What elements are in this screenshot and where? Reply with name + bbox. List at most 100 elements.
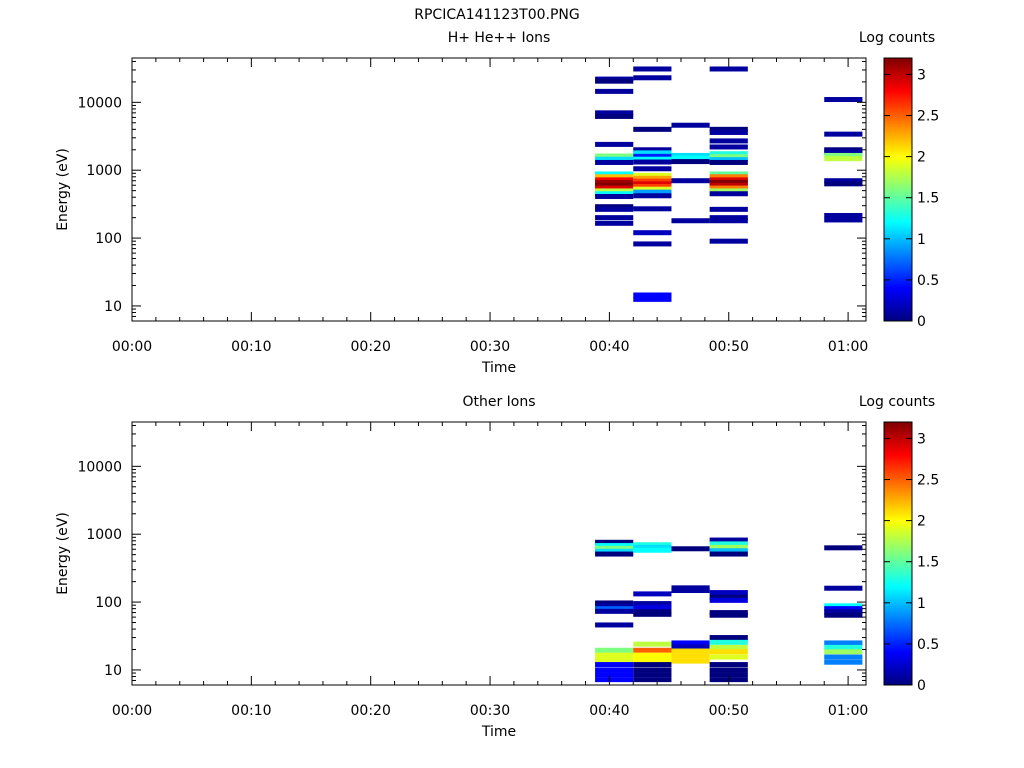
- y-axis-label: Energy (eV): [55, 148, 71, 231]
- heatmap-cell: [633, 292, 672, 298]
- heatmap-cell: [824, 178, 863, 184]
- heatmap-cell: [595, 88, 634, 94]
- heatmap-cell: [824, 131, 863, 137]
- heatmap-cell: [709, 672, 748, 678]
- heatmap-cell: [633, 147, 672, 153]
- heatmap-cell: [709, 182, 748, 188]
- heatmap-cell: [671, 640, 710, 646]
- heatmap-cell: [595, 188, 634, 194]
- x-tick-label: 00:10: [231, 339, 271, 355]
- colorbar-tick-label: 3: [917, 67, 926, 83]
- heatmap-cell: [633, 544, 672, 550]
- colorbar-tick-label: 2: [917, 150, 926, 166]
- heatmap-cell: [824, 659, 863, 665]
- heatmap-cell: [633, 193, 672, 199]
- heatmap-cell: [824, 97, 863, 103]
- heatmap-cell: [633, 166, 672, 172]
- heatmap-cell: [709, 188, 748, 194]
- heatmap-cell: [633, 75, 672, 81]
- heatmap-cell: [671, 546, 710, 552]
- figure-title: RPCICA141123T00.PNG: [414, 7, 579, 23]
- heatmap-cell: [709, 649, 748, 655]
- y-tick-label: 1000: [86, 527, 122, 543]
- heatmap-cell: [633, 150, 672, 156]
- heatmap-cell: [595, 215, 634, 221]
- heatmap-cell: [709, 129, 748, 135]
- heatmap-cell: [709, 548, 748, 554]
- colorbar-gradient: [883, 421, 913, 686]
- heatmap-cell: [595, 672, 634, 678]
- y-tick-label: 10000: [77, 95, 122, 111]
- x-tick-label: 00:20: [351, 339, 391, 355]
- colorbar-tick-label: 2.5: [917, 473, 939, 489]
- x-tick-label: 00:30: [470, 339, 510, 355]
- heatmap-cell: [595, 622, 634, 628]
- heatmap-cell: [709, 191, 748, 197]
- heatmap-cell: [824, 217, 863, 223]
- heatmap-cell: [595, 657, 634, 663]
- heatmap-cell: [595, 177, 634, 183]
- heatmap-cell: [595, 185, 634, 191]
- heatmap-cell: [671, 588, 710, 594]
- panel-1: 00:00 00:10 00:20 00:30 00:40 00:50 01:0010100…: [55, 30, 939, 376]
- colorbar-tick-label: 0.5: [917, 273, 939, 289]
- x-tick-label: 00:20: [351, 703, 391, 719]
- colorbar-tick-label: 1.5: [917, 191, 939, 207]
- heatmap-cell: [633, 189, 672, 195]
- heatmap-cell: [709, 138, 748, 144]
- heatmap-cell: [595, 182, 634, 188]
- heatmap-cell: [671, 658, 710, 664]
- x-tick-label: 00:50: [709, 703, 749, 719]
- y-axis-label: Energy (eV): [55, 512, 71, 595]
- heatmap-cell: [595, 551, 634, 557]
- heatmap-cell: [824, 612, 863, 618]
- heatmap-cell: [709, 151, 748, 157]
- heatmap-cell: [595, 220, 634, 226]
- heatmap-cell: [709, 66, 748, 72]
- heatmap-cell: [671, 159, 710, 165]
- heatmap-cell: [633, 604, 672, 610]
- heatmap-cell: [633, 667, 672, 673]
- heatmap-cell: [633, 178, 672, 184]
- heatmap-cell: [709, 644, 748, 650]
- heatmap-cell: [595, 193, 634, 199]
- heatmap-cell: [633, 677, 672, 683]
- heatmap-cell: [633, 159, 672, 165]
- heatmap-cell: [824, 609, 863, 615]
- x-tick-label: 00:10: [231, 703, 271, 719]
- heatmap-cell: [824, 152, 863, 158]
- heatmap-cell: [633, 153, 672, 159]
- heatmap-cell: [595, 179, 634, 185]
- heatmap-cell: [633, 609, 672, 615]
- heatmap-cell: [671, 648, 710, 654]
- heatmap-cell: [633, 611, 672, 617]
- heatmap-cell: [824, 654, 863, 660]
- heatmap-cell: [595, 171, 634, 177]
- heatmap-cell: [671, 178, 710, 184]
- heatmap-cell: [595, 606, 634, 612]
- colorbar-tick-label: 1: [917, 596, 926, 612]
- colorbar-tick-label: 3: [917, 431, 926, 447]
- x-tick-label: 01:00: [828, 339, 868, 355]
- plot-frame: [131, 421, 867, 686]
- heatmap-cell: [709, 206, 748, 212]
- heatmap-cell: [633, 652, 672, 658]
- heatmap-cell: [709, 215, 748, 221]
- heatmap-cell: [824, 156, 863, 162]
- heatmap-cell: [709, 157, 748, 163]
- panel-title: Other Ions: [462, 394, 535, 410]
- heatmap-cell: [633, 241, 672, 247]
- heatmap-cell: [824, 585, 863, 591]
- heatmap-cell: [633, 175, 672, 181]
- heatmap-cell: [671, 152, 710, 158]
- colorbar-label: Log counts: [859, 394, 935, 410]
- heatmap-cell: [709, 541, 748, 547]
- heatmap-cell: [633, 184, 672, 190]
- heatmap-cell: [709, 171, 748, 177]
- heatmap-cell: [709, 594, 748, 600]
- x-axis-label: Time: [481, 360, 516, 376]
- x-tick-label: 00:30: [470, 703, 510, 719]
- heatmap-cell: [633, 66, 672, 72]
- heatmap-cell: [709, 639, 748, 645]
